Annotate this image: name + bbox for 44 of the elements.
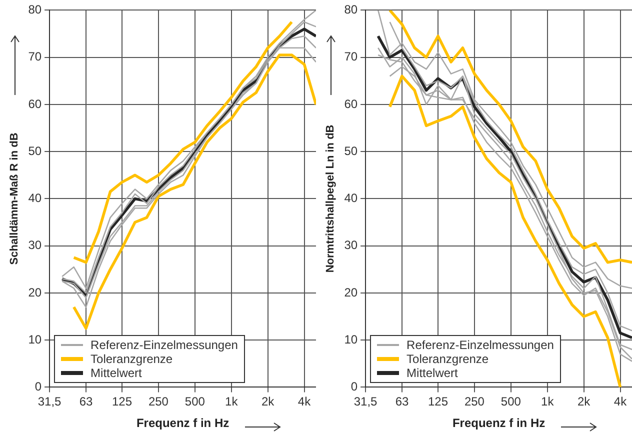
y-axis-title: Schalldämm-Maß R in dB: [8, 132, 21, 265]
x-tick-label: 500: [184, 394, 206, 409]
y-tick-label: 10: [344, 332, 358, 346]
y-tick-label: 0: [350, 380, 358, 394]
y-tick-label: 50: [28, 144, 42, 158]
legend-label: Toleranzgrenze: [90, 352, 173, 366]
x-tick-label: 1k: [541, 394, 555, 409]
x-tick-label: 4k: [614, 394, 628, 409]
y-tick-label: 80: [344, 2, 358, 17]
legend-label: Mittelwert: [406, 366, 458, 380]
y-tick-label: 70: [344, 50, 358, 64]
y-tick-label: 20: [28, 285, 42, 300]
y-tick-label: 30: [28, 238, 42, 252]
y-tick-label: 40: [344, 191, 358, 206]
x-tick-label: 31,5: [38, 394, 62, 409]
legend-label: Referenz-Einzelmessungen: [406, 338, 554, 352]
x-tick-label: 500: [500, 394, 522, 409]
y-tick-label: 60: [344, 96, 358, 111]
legend-label: Referenz-Einzelmessungen: [90, 338, 238, 352]
x-tick-label: 2k: [577, 394, 592, 409]
y-tick-label: 50: [344, 144, 358, 158]
x-axis-title: Frequenz f in Hz: [136, 416, 230, 430]
y-tick-label: 80: [28, 2, 42, 17]
y-tick-label: 30: [344, 238, 358, 252]
legend-label: Toleranzgrenze: [406, 352, 489, 366]
y-tick-label: 10: [28, 332, 42, 346]
y-tick-label: 0: [34, 380, 42, 394]
x-tick-label: 250: [464, 394, 485, 409]
x-tick-label: 250: [148, 394, 169, 409]
x-tick-label: 4k: [298, 394, 312, 409]
y-axis-title: Normtrittshallpegel Ln in dB: [324, 124, 337, 273]
y-tick-label: 70: [28, 50, 42, 64]
x-tick-label: 125: [428, 394, 448, 409]
y-tick-label: 60: [28, 96, 42, 111]
x-tick-label: 2k: [261, 394, 276, 409]
x-tick-label: 125: [112, 394, 132, 409]
x-tick-label: 1k: [225, 394, 239, 409]
x-tick-label: 63: [395, 394, 409, 409]
legend-label: Mittelwert: [90, 366, 142, 380]
x-axis-title: Frequenz f in Hz: [452, 416, 546, 430]
x-tick-label: 31,5: [354, 394, 378, 409]
y-tick-label: 20: [344, 285, 358, 300]
y-tick-label: 40: [28, 191, 42, 206]
x-tick-label: 63: [79, 394, 93, 409]
